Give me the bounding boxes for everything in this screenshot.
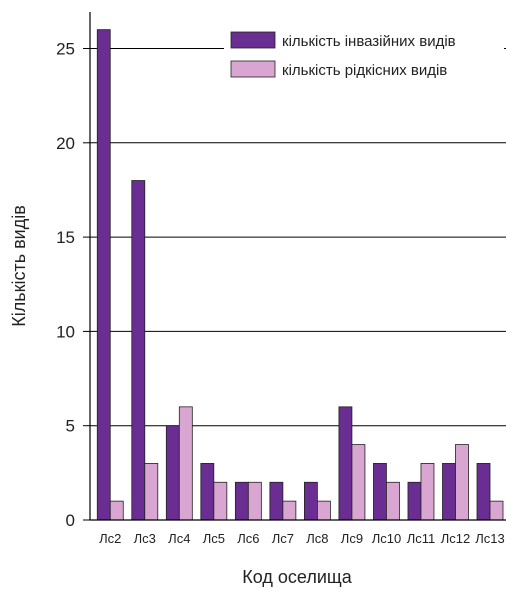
bar-rare [420,463,435,521]
bar-rare [178,406,193,521]
bar-rare [489,500,504,521]
bar-rare [144,463,159,521]
bar-rare [109,500,124,521]
bar-invasive [338,406,353,521]
bar-invasive [407,481,422,521]
grid-lines [90,48,506,427]
x-axis-title: Код оселища [242,567,352,587]
bar-invasive [165,425,180,521]
bar-invasive [269,481,284,521]
bar-invasive [200,463,215,521]
bar-rare [386,481,400,521]
x-tick-label: Лс12 [441,531,471,546]
y-tick-label: 20 [56,134,75,153]
x-tick-label: Лс7 [272,531,294,546]
x-tick-label: Лс9 [341,531,363,546]
bar-rare [351,444,366,521]
x-tick-label: Лс13 [475,531,505,546]
y-tick-labels: 0 5 10 15 20 25 [56,40,90,530]
bar-rare [247,481,262,521]
bar-invasive [96,29,111,521]
y-tick-label: 10 [56,322,75,341]
bar-invasive [131,180,146,521]
legend-swatch-invasive [230,31,276,49]
bar-invasive [303,481,318,521]
bar-invasive [234,481,249,521]
x-tick-label: Лс6 [237,531,259,546]
bar-invasive [442,463,456,521]
legend-label-invasive: кількість інвазійних видів [282,33,456,50]
legend-swatch-rare [230,60,276,78]
x-tick-label: Лс2 [99,531,121,546]
x-tick-label: Лс3 [134,531,156,546]
x-tick-label: Лс11 [407,531,436,546]
y-axis-title: Кількість видів [9,205,29,327]
y-tick-label: 5 [66,417,75,436]
bar-rare [282,500,297,521]
x-tick-label: Лс5 [203,531,225,546]
y-tick-label: 25 [56,40,75,59]
x-tick-label: Лс8 [306,531,328,546]
x-tick-label: Лс10 [372,531,402,546]
bar-rare [316,500,331,521]
legend-label-rare: кількість рідкісних видів [282,62,447,79]
bar-rare [213,481,228,521]
bar-invasive [373,463,387,521]
y-tick-label: 0 [66,511,75,530]
bar-invasive [476,463,491,521]
bar-rare [455,444,469,521]
y-tick-label: 15 [56,228,75,247]
axes [89,12,506,521]
legend: кількість інвазійних видів кількість рід… [224,27,504,83]
x-tick-label: Лс4 [168,531,190,546]
bars [96,29,504,521]
x-tick-labels: Лс2 Лс3 Лс4 Лс5 Лс6 Лс7 Лс8 Лс9 Лс10 Лс11 Лс12 Лс13 [99,531,505,546]
